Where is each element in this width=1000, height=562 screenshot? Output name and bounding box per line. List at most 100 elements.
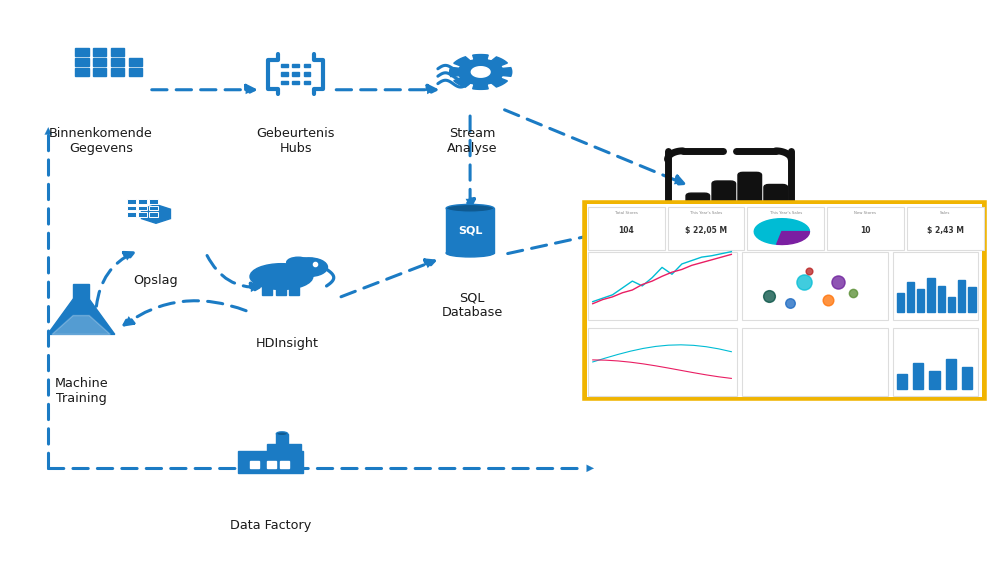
Polygon shape bbox=[73, 284, 89, 299]
Point bbox=[830, 278, 846, 287]
FancyBboxPatch shape bbox=[588, 328, 737, 396]
FancyBboxPatch shape bbox=[111, 67, 124, 75]
Text: HDInsight: HDInsight bbox=[256, 337, 319, 350]
FancyBboxPatch shape bbox=[93, 67, 106, 75]
Text: SQL
Database: SQL Database bbox=[441, 291, 503, 319]
Text: Power BI: Power BI bbox=[691, 273, 767, 288]
FancyBboxPatch shape bbox=[893, 328, 978, 396]
Polygon shape bbox=[777, 232, 810, 244]
FancyBboxPatch shape bbox=[588, 207, 665, 250]
FancyBboxPatch shape bbox=[127, 206, 136, 210]
FancyBboxPatch shape bbox=[292, 81, 299, 84]
Polygon shape bbox=[141, 205, 170, 223]
Point bbox=[820, 295, 836, 304]
FancyBboxPatch shape bbox=[281, 81, 288, 84]
Ellipse shape bbox=[290, 258, 327, 277]
Text: Binnenkomende
Gegevens: Binnenkomende Gegevens bbox=[49, 127, 153, 155]
FancyBboxPatch shape bbox=[738, 173, 762, 216]
Text: Sales: Sales bbox=[940, 211, 950, 215]
FancyBboxPatch shape bbox=[712, 181, 736, 216]
FancyBboxPatch shape bbox=[75, 58, 89, 66]
Text: Machine
Training: Machine Training bbox=[54, 377, 108, 405]
FancyBboxPatch shape bbox=[129, 58, 142, 66]
FancyBboxPatch shape bbox=[747, 207, 824, 250]
FancyBboxPatch shape bbox=[907, 282, 914, 312]
FancyBboxPatch shape bbox=[280, 461, 289, 468]
FancyBboxPatch shape bbox=[292, 72, 299, 76]
FancyBboxPatch shape bbox=[292, 64, 299, 67]
Point bbox=[796, 278, 812, 287]
Text: Opslag: Opslag bbox=[134, 274, 178, 287]
FancyBboxPatch shape bbox=[138, 206, 147, 210]
Text: New Stores: New Stores bbox=[854, 211, 876, 215]
FancyBboxPatch shape bbox=[276, 434, 288, 451]
Ellipse shape bbox=[446, 205, 494, 212]
FancyBboxPatch shape bbox=[149, 200, 158, 204]
Text: $ 22,05 M: $ 22,05 M bbox=[685, 226, 727, 235]
FancyBboxPatch shape bbox=[304, 81, 310, 84]
FancyBboxPatch shape bbox=[742, 328, 888, 396]
FancyBboxPatch shape bbox=[897, 293, 904, 312]
Point bbox=[801, 266, 817, 275]
FancyBboxPatch shape bbox=[111, 58, 124, 66]
FancyBboxPatch shape bbox=[93, 58, 106, 66]
FancyBboxPatch shape bbox=[149, 206, 158, 210]
FancyBboxPatch shape bbox=[948, 297, 955, 312]
FancyBboxPatch shape bbox=[281, 64, 288, 67]
FancyBboxPatch shape bbox=[827, 207, 904, 250]
Point bbox=[761, 292, 777, 301]
FancyBboxPatch shape bbox=[111, 48, 124, 56]
FancyBboxPatch shape bbox=[446, 209, 494, 253]
FancyBboxPatch shape bbox=[93, 48, 106, 56]
FancyBboxPatch shape bbox=[267, 445, 301, 451]
Text: This Year's Sales: This Year's Sales bbox=[770, 211, 802, 215]
Text: 10: 10 bbox=[860, 226, 871, 235]
FancyBboxPatch shape bbox=[129, 67, 142, 75]
FancyBboxPatch shape bbox=[304, 72, 310, 76]
Ellipse shape bbox=[250, 264, 313, 289]
FancyBboxPatch shape bbox=[968, 287, 976, 312]
Text: This Year's Sales: This Year's Sales bbox=[690, 211, 722, 215]
FancyBboxPatch shape bbox=[289, 285, 299, 296]
FancyBboxPatch shape bbox=[149, 212, 158, 216]
Text: Data Factory: Data Factory bbox=[230, 519, 311, 532]
FancyBboxPatch shape bbox=[917, 289, 924, 312]
Polygon shape bbox=[52, 315, 110, 334]
FancyBboxPatch shape bbox=[946, 359, 956, 389]
FancyBboxPatch shape bbox=[588, 252, 737, 320]
Ellipse shape bbox=[287, 257, 310, 268]
Text: Gebeurtenis
Hubs: Gebeurtenis Hubs bbox=[256, 127, 335, 155]
FancyBboxPatch shape bbox=[138, 212, 147, 216]
FancyBboxPatch shape bbox=[75, 48, 89, 56]
Text: Stream
Analyse: Stream Analyse bbox=[447, 127, 497, 155]
FancyBboxPatch shape bbox=[958, 280, 965, 312]
Text: Total Stores: Total Stores bbox=[615, 211, 638, 215]
FancyBboxPatch shape bbox=[276, 285, 286, 296]
FancyBboxPatch shape bbox=[75, 67, 89, 75]
Ellipse shape bbox=[276, 432, 288, 436]
FancyBboxPatch shape bbox=[927, 278, 935, 312]
FancyBboxPatch shape bbox=[281, 72, 288, 76]
Polygon shape bbox=[471, 67, 490, 77]
FancyBboxPatch shape bbox=[897, 374, 907, 389]
FancyBboxPatch shape bbox=[962, 367, 972, 389]
FancyBboxPatch shape bbox=[929, 370, 940, 389]
FancyBboxPatch shape bbox=[913, 363, 923, 389]
FancyBboxPatch shape bbox=[250, 461, 259, 468]
FancyBboxPatch shape bbox=[587, 204, 982, 397]
FancyBboxPatch shape bbox=[262, 285, 272, 296]
FancyBboxPatch shape bbox=[742, 252, 888, 320]
FancyBboxPatch shape bbox=[764, 184, 788, 216]
FancyBboxPatch shape bbox=[238, 451, 303, 473]
Polygon shape bbox=[754, 219, 810, 244]
Point bbox=[782, 298, 798, 307]
Point bbox=[845, 288, 861, 297]
Text: 104: 104 bbox=[618, 226, 634, 235]
FancyBboxPatch shape bbox=[907, 207, 984, 250]
Polygon shape bbox=[48, 299, 115, 334]
FancyBboxPatch shape bbox=[267, 461, 276, 468]
FancyBboxPatch shape bbox=[938, 285, 945, 312]
FancyBboxPatch shape bbox=[304, 64, 310, 67]
FancyBboxPatch shape bbox=[138, 200, 147, 204]
FancyBboxPatch shape bbox=[127, 200, 136, 204]
